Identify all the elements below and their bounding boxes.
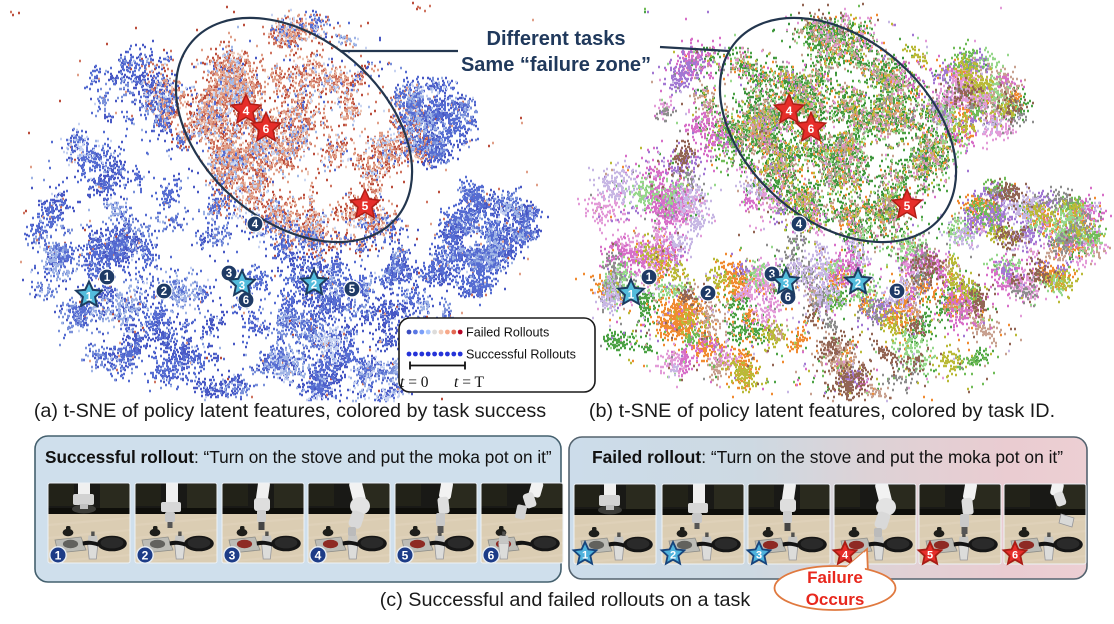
svg-text:3: 3 [229, 548, 236, 562]
svg-text:4: 4 [243, 104, 250, 118]
svg-text:1: 1 [646, 272, 653, 284]
svg-text:(a) t-SNE of policy latent fea: (a) t-SNE of policy latent features, col… [34, 400, 546, 422]
svg-text:3: 3 [226, 268, 232, 280]
svg-text:2: 2 [161, 286, 167, 298]
svg-text:3: 3 [239, 281, 245, 293]
svg-text:2: 2 [705, 288, 711, 300]
svg-text:6: 6 [1012, 550, 1018, 562]
svg-text:Different tasks: Different tasks [487, 28, 626, 50]
svg-text:t = 0: t = 0 [400, 374, 429, 391]
svg-text:5: 5 [349, 284, 356, 296]
svg-text:6: 6 [243, 295, 249, 307]
svg-text:(b) t-SNE of policy latent fea: (b) t-SNE of policy latent features, col… [589, 400, 1055, 422]
svg-text:3: 3 [769, 269, 775, 281]
svg-text:6: 6 [808, 122, 815, 136]
svg-text:5: 5 [894, 286, 901, 298]
svg-text:1: 1 [55, 548, 62, 562]
svg-text:6: 6 [263, 122, 270, 136]
svg-text:5: 5 [402, 548, 409, 562]
svg-text:4: 4 [842, 550, 849, 562]
svg-text:1: 1 [582, 550, 588, 562]
svg-text:4: 4 [786, 104, 793, 118]
svg-text:Successful rollout: “Turn on t: Successful rollout: “Turn on the stove a… [45, 447, 552, 467]
svg-text:1: 1 [104, 272, 111, 284]
svg-text:3: 3 [783, 279, 789, 291]
svg-text:4: 4 [796, 219, 803, 231]
svg-text:6: 6 [785, 292, 791, 304]
svg-text:3: 3 [756, 550, 762, 562]
svg-text:5: 5 [904, 199, 911, 213]
svg-text:2: 2 [670, 550, 676, 562]
svg-text:4: 4 [315, 548, 322, 562]
svg-text:2: 2 [142, 548, 149, 562]
svg-text:t = T: t = T [454, 374, 485, 391]
svg-text:1: 1 [628, 290, 635, 302]
svg-text:5: 5 [362, 199, 369, 213]
svg-text:1: 1 [86, 292, 93, 304]
svg-text:2: 2 [311, 280, 317, 292]
svg-text:Successful Rollouts: Successful Rollouts [466, 348, 576, 362]
svg-text:Failed rollout: “Turn on the s: Failed rollout: “Turn on the stove and p… [592, 447, 1063, 467]
svg-text:2: 2 [855, 279, 861, 291]
svg-text:Failure: Failure [807, 568, 863, 587]
svg-text:Failed Rollouts: Failed Rollouts [466, 326, 549, 340]
svg-text:Occurs: Occurs [806, 590, 865, 609]
svg-text:(c) Successful and failed roll: (c) Successful and failed rollouts on a … [380, 589, 751, 611]
svg-text:4: 4 [252, 219, 259, 231]
svg-text:5: 5 [927, 550, 933, 562]
svg-text:Same “failure zone”: Same “failure zone” [461, 54, 651, 76]
svg-text:6: 6 [488, 548, 495, 562]
